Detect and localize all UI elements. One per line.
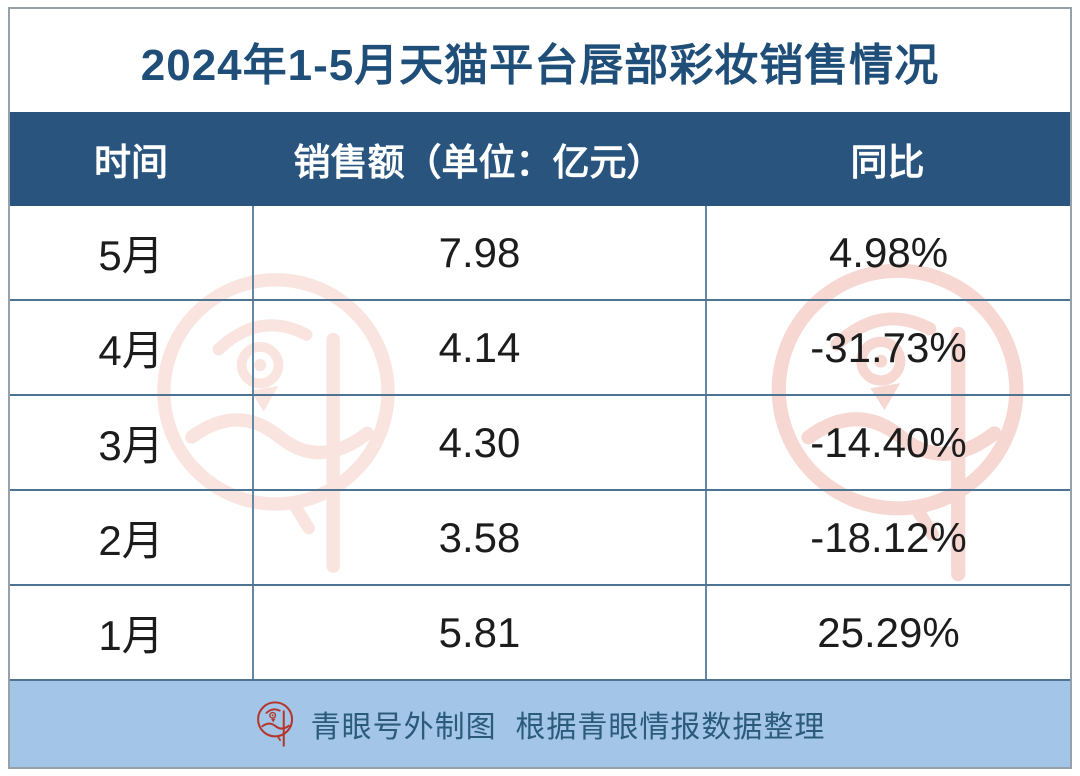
cell-yoy: -31.73% xyxy=(705,301,1070,394)
cell-yoy: 25.29% xyxy=(705,586,1070,679)
cell-yoy: -14.40% xyxy=(705,396,1070,489)
cell-sales: 7.98 xyxy=(252,206,705,299)
column-header-time: 时间 xyxy=(94,142,168,183)
cell-sales: 4.14 xyxy=(252,301,705,394)
cell-sales: 5.81 xyxy=(252,586,705,679)
page-title: 2024年1-5月天猫平台唇部彩妆销售情况 xyxy=(140,40,940,90)
footer-credit-text: 青眼号外制图 根据青眼情报数据整理 xyxy=(310,711,826,744)
cell-yoy: -18.12% xyxy=(705,491,1070,584)
infographic-frame: 2024年1-5月天猫平台唇部彩妆销售情况 时间 销售额（单位：亿元） 同比 5… xyxy=(8,7,1072,769)
cell-time: 4月 xyxy=(98,327,164,374)
cell-sales: 3.58 xyxy=(252,491,705,584)
table-row: 3月 4.30 -14.40% xyxy=(10,394,1070,489)
table-header-row: 时间 销售额（单位：亿元） 同比 xyxy=(10,112,1070,206)
cell-time: 5月 xyxy=(98,232,164,279)
column-header-sales: 销售额（单位：亿元） xyxy=(293,142,664,183)
qingyan-eye-logo-icon xyxy=(255,700,297,748)
table-row: 5月 7.98 4.98% xyxy=(10,206,1070,299)
cell-time: 1月 xyxy=(98,612,164,659)
title-area: 2024年1-5月天猫平台唇部彩妆销售情况 xyxy=(10,9,1070,112)
table-row: 1月 5.81 25.29% xyxy=(10,584,1070,679)
cell-yoy: 4.98% xyxy=(705,206,1070,299)
table-body: 5月 7.98 4.98% 4月 4.14 -31.73% 3月 4.30 -1… xyxy=(10,206,1070,679)
column-header-yoy: 同比 xyxy=(850,142,925,183)
table-row: 4月 4.14 -31.73% xyxy=(10,299,1070,394)
cell-time: 3月 xyxy=(98,422,164,469)
cell-time: 2月 xyxy=(98,517,164,564)
cell-sales: 4.30 xyxy=(252,396,705,489)
footer-credit-bar: 青眼号外制图 根据青眼情报数据整理 xyxy=(10,679,1070,767)
table-row: 2月 3.58 -18.12% xyxy=(10,489,1070,584)
